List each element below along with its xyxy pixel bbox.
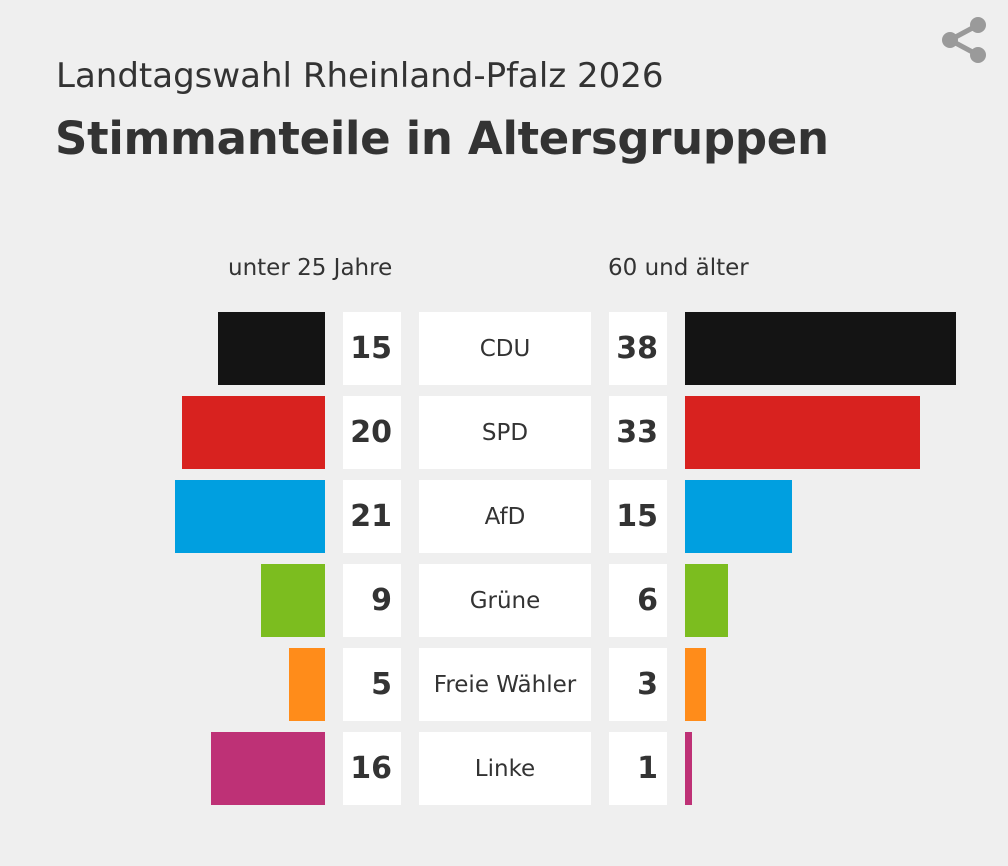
share-button[interactable] — [936, 14, 992, 66]
value-right-spd: 33 — [609, 396, 667, 469]
party-label-afd: AfD — [419, 480, 591, 553]
bar-right-cdu — [685, 312, 956, 385]
party-label-spd: SPD — [419, 396, 591, 469]
value-left-freie-wähler: 5 — [343, 648, 401, 721]
party-label-freie-wähler: Freie Wähler — [419, 648, 591, 721]
party-label-linke: Linke — [419, 732, 591, 805]
bar-left-freie-wähler — [289, 648, 325, 721]
bar-left-linke — [210, 732, 325, 805]
bar-left-spd — [182, 396, 325, 469]
value-right-grüne: 6 — [609, 564, 667, 637]
value-left-spd: 20 — [343, 396, 401, 469]
value-right-freie-wähler: 3 — [609, 648, 667, 721]
bar-right-grüne — [685, 564, 728, 637]
share-icon — [942, 17, 986, 63]
party-label-cdu: CDU — [419, 312, 591, 385]
chart-subtitle: Landtagswahl Rheinland-Pfalz 2026 — [56, 56, 664, 96]
bar-left-grüne — [260, 564, 325, 637]
value-right-cdu: 38 — [609, 312, 667, 385]
bar-left-afd — [175, 480, 325, 553]
bar-right-freie-wähler — [685, 648, 707, 721]
chart-title: Stimmanteile in Altersgruppen — [55, 112, 829, 165]
bar-right-spd — [685, 396, 921, 469]
party-label-grüne: Grüne — [419, 564, 591, 637]
value-right-linke: 1 — [609, 732, 667, 805]
value-right-afd: 15 — [609, 480, 667, 553]
bar-right-linke — [685, 732, 693, 805]
value-left-afd: 21 — [343, 480, 401, 553]
value-left-grüne: 9 — [343, 564, 401, 637]
bar-right-afd — [685, 480, 792, 553]
value-left-linke: 16 — [343, 732, 401, 805]
value-left-cdu: 15 — [343, 312, 401, 385]
bar-left-cdu — [218, 312, 325, 385]
column-header-left: unter 25 Jahre — [228, 255, 393, 281]
column-header-right: 60 und älter — [608, 255, 749, 281]
